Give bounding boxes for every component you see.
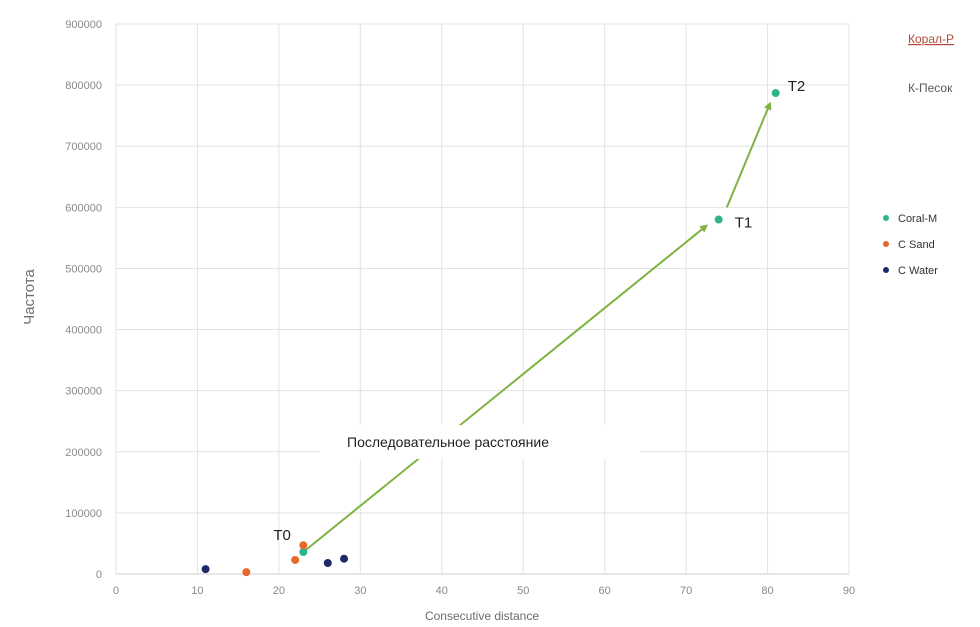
data-point-c-sand bbox=[299, 541, 308, 550]
data-point-c-water bbox=[323, 559, 332, 567]
legend-marker bbox=[883, 215, 889, 221]
y-tick-label: 0 bbox=[96, 569, 102, 581]
data-point-coral-m bbox=[299, 548, 308, 556]
point-annotations: T0 T1 T2 bbox=[273, 78, 805, 544]
legend-label: Coral-M bbox=[898, 213, 937, 225]
point-annotation: T1 bbox=[735, 215, 753, 232]
x-tick-labels: 0 10 20 30 40 50 60 70 80 90 bbox=[113, 585, 855, 597]
x-tick-label: 40 bbox=[436, 585, 448, 597]
center-annotation: Последовательное расстояние bbox=[347, 434, 549, 450]
data-point-coral-m bbox=[714, 215, 723, 224]
y-tick-labels: 0 100000 200000 300000 400000 500000 600000 700… bbox=[65, 19, 102, 581]
trajectory-arrows bbox=[302, 101, 772, 553]
y-tick-label: 500000 bbox=[65, 263, 102, 275]
x-axis-title: Consecutive distance bbox=[425, 609, 539, 623]
data-point-c-water bbox=[340, 554, 349, 563]
x-tick-label: 60 bbox=[599, 585, 611, 597]
trajectory-arrow bbox=[725, 101, 772, 208]
legend: Coral-M C Sand C Water bbox=[883, 213, 938, 277]
x-tick-label: 30 bbox=[354, 585, 366, 597]
x-tick-label: 0 bbox=[113, 585, 119, 597]
corner-label-coral: Корал-Р bbox=[908, 32, 954, 46]
y-gridlines bbox=[116, 23, 849, 575]
data-point-c-water bbox=[201, 565, 210, 574]
y-tick-label: 400000 bbox=[65, 325, 102, 337]
data-point-c-sand bbox=[242, 568, 251, 577]
y-axis-title: Частота bbox=[21, 269, 38, 325]
x-tick-label: 70 bbox=[680, 585, 692, 597]
legend-marker bbox=[883, 241, 889, 247]
y-tick-label: 800000 bbox=[65, 80, 102, 92]
y-tick-label: 700000 bbox=[65, 141, 102, 153]
point-annotation: T0 bbox=[273, 527, 291, 544]
y-tick-label: 200000 bbox=[65, 447, 102, 459]
y-tick-label: 300000 bbox=[65, 386, 102, 398]
y-tick-label: 600000 bbox=[65, 202, 102, 214]
trajectory-arrow bbox=[302, 224, 709, 553]
x-tick-label: 50 bbox=[517, 585, 529, 597]
point-annotation: T2 bbox=[788, 78, 806, 95]
x-gridlines bbox=[115, 24, 850, 574]
y-tick-label: 100000 bbox=[65, 508, 102, 520]
x-tick-label: 90 bbox=[843, 585, 855, 597]
legend-label: C Water bbox=[898, 265, 938, 277]
y-tick-label: 900000 bbox=[65, 19, 102, 31]
data-point-coral-m bbox=[771, 89, 780, 98]
x-tick-label: 20 bbox=[273, 585, 285, 597]
corner-label-sand: К-Песок bbox=[908, 81, 953, 95]
data-point-c-sand bbox=[291, 555, 300, 564]
center-annotation-box bbox=[320, 425, 640, 459]
x-tick-label: 10 bbox=[191, 585, 203, 597]
x-tick-label: 80 bbox=[761, 585, 773, 597]
data-points bbox=[201, 89, 780, 577]
legend-marker bbox=[883, 267, 889, 273]
legend-label: C Sand bbox=[898, 239, 935, 251]
